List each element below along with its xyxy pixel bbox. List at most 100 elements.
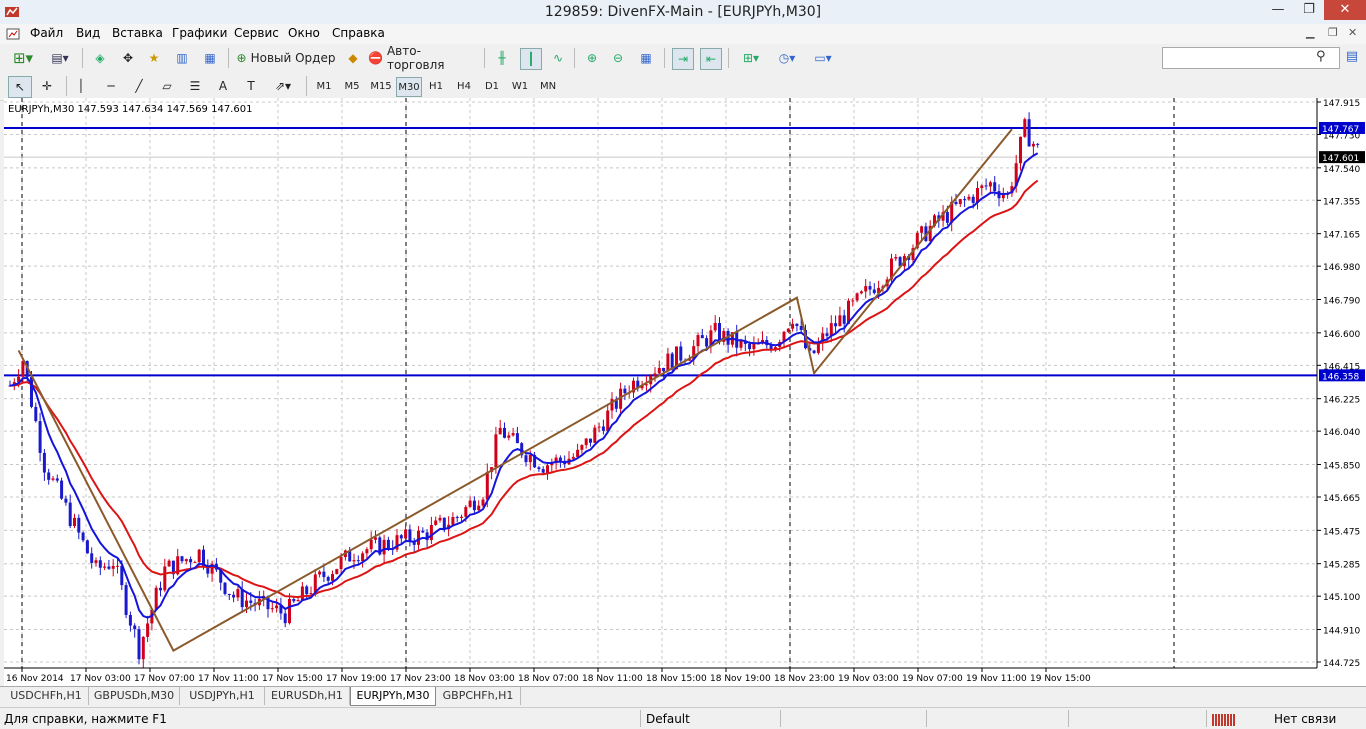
timeframe-m1[interactable]: M1	[316, 80, 332, 92]
navigator-icon[interactable]: ✥	[122, 51, 134, 65]
candle-body	[597, 426, 601, 428]
tile-windows-icon[interactable]: ▦	[640, 51, 652, 65]
time-label: 17 Nov 15:00	[262, 674, 323, 684]
tab-eurjpy[interactable]: EURJPYh,M30	[350, 687, 436, 706]
time-label: 17 Nov 07:00	[134, 674, 195, 684]
status-help: Для справки, нажмите F1	[4, 712, 167, 726]
candle-body	[713, 322, 717, 331]
candle-body	[980, 185, 984, 189]
new-order-button[interactable]: ⊕ Новый Ордер	[236, 51, 336, 65]
autoscroll-icon[interactable]: ⇥	[672, 48, 694, 70]
menu-charts[interactable]: Графики	[172, 26, 228, 40]
candle-body	[167, 560, 171, 567]
fibonacci-icon[interactable]: ☰	[189, 79, 201, 93]
timeframe-h1[interactable]: H1	[429, 80, 443, 92]
profiles-icon[interactable]: ▤▾	[51, 51, 69, 65]
candle-body	[503, 427, 506, 438]
candle-body	[485, 471, 489, 500]
equidistant-channel-icon[interactable]: ▱	[162, 79, 172, 93]
timeframe-d1[interactable]: D1	[484, 80, 500, 92]
candle-body	[1014, 163, 1018, 187]
time-label: 19 Nov 11:00	[966, 674, 1027, 684]
timeframe-m15[interactable]: M15	[370, 80, 392, 92]
chart-shift-icon[interactable]: ⇤	[700, 48, 722, 70]
time-label: 18 Nov 07:00	[518, 674, 579, 684]
trendline-icon[interactable]: ╱	[135, 79, 143, 93]
horizontal-line-icon[interactable]: ─	[107, 79, 115, 93]
candle-body	[438, 517, 442, 521]
candlestick-icon[interactable]: ┃	[520, 48, 542, 70]
timeframe-m5[interactable]: M5	[344, 80, 360, 92]
time-label: 18 Nov 23:00	[774, 674, 835, 684]
timeframe-mn[interactable]: MN	[539, 80, 557, 92]
arrows-icon[interactable]: ⇗▾	[274, 79, 292, 93]
line-chart-icon[interactable]: ∿	[552, 51, 564, 65]
cursor-icon[interactable]: ↖	[8, 76, 32, 98]
terminal-icon[interactable]: ★	[148, 51, 160, 65]
indicators-icon[interactable]: ⊞▾	[742, 51, 760, 65]
candle-body	[541, 469, 545, 473]
menu-file[interactable]: Файл	[30, 26, 64, 40]
tab-gbpchf[interactable]: GBPCHFh,H1	[436, 687, 521, 705]
candle-body	[210, 563, 214, 574]
candle-body	[687, 358, 691, 361]
search-icon[interactable]: ⚲	[1316, 49, 1326, 64]
search-input[interactable]	[1162, 47, 1340, 69]
candle-body	[124, 585, 128, 615]
candle-body	[606, 410, 610, 431]
timeframe-w1[interactable]: W1	[511, 80, 529, 92]
timeframe-h4[interactable]: H4	[457, 80, 471, 92]
price-label: 145.285	[1323, 561, 1360, 571]
maximize-button[interactable]: ❐	[1303, 2, 1315, 17]
candle-body	[386, 539, 390, 549]
zoom-out-icon[interactable]: ⊖	[612, 51, 624, 65]
minimize-button[interactable]: —	[1271, 2, 1285, 17]
templates-icon[interactable]: ▭▾	[814, 51, 832, 65]
close-button[interactable]: ✕	[1324, 0, 1366, 20]
child-minimize-icon[interactable]: ▁	[1306, 26, 1315, 39]
candle-body	[171, 560, 175, 575]
bar-chart-icon[interactable]: ╫	[498, 51, 506, 65]
new-chart-icon[interactable]: ⊞▾	[12, 49, 34, 67]
market-watch-icon[interactable]: ◈	[95, 51, 105, 65]
crosshair-icon[interactable]: ✛	[41, 79, 53, 93]
candle-body	[855, 293, 859, 301]
price-chart[interactable]: 147.915 147.730 147.540 147.355 147.165 146.9…	[4, 98, 1366, 686]
child-close-icon[interactable]: ✕	[1348, 26, 1358, 39]
chart-tabs: USDCHFh,H1 GBPUSDh,M30 USDJPYh,H1 EURUSD…	[0, 686, 1366, 707]
candle-body	[348, 550, 352, 562]
ma-slow-line	[9, 179, 1039, 599]
menu-help[interactable]: Справка	[332, 26, 385, 40]
periods-icon[interactable]: ◷▾	[778, 51, 796, 65]
tester-icon[interactable]: ▥	[176, 51, 188, 65]
candle-body	[197, 549, 201, 563]
child-restore-icon[interactable]: ❐	[1328, 26, 1338, 39]
candle-body	[8, 385, 12, 387]
candle-body	[120, 565, 124, 586]
community-icon[interactable]: ▤	[1345, 49, 1359, 64]
menu-tools[interactable]: Сервис	[234, 26, 279, 40]
menu-view[interactable]: Вид	[76, 26, 101, 40]
candle-body	[838, 315, 842, 327]
chart-window-icon[interactable]	[6, 27, 20, 41]
candle-body	[442, 517, 446, 530]
zoom-in-icon[interactable]: ⊕	[586, 51, 598, 65]
auto-trading-button[interactable]: ⛔ Авто-торговля	[368, 44, 445, 72]
tab-usdjpy[interactable]: USDJPYh,H1	[180, 687, 265, 705]
tab-usdchf[interactable]: USDCHFh,H1	[4, 687, 89, 705]
candle-body	[331, 573, 334, 581]
text-icon[interactable]: A	[218, 79, 228, 93]
metaeditor-icon[interactable]: ◆	[348, 51, 358, 65]
timeframe-m30[interactable]: M30	[396, 77, 422, 97]
hline-price-tag	[1319, 121, 1365, 134]
tab-eurusd[interactable]: EURUSDh,H1	[265, 687, 350, 705]
menu-insert[interactable]: Вставка	[112, 26, 163, 40]
data-window-icon[interactable]: ▦	[204, 51, 216, 65]
candle-body	[726, 330, 730, 345]
tab-gbpusd[interactable]: GBPUSDh,M30	[89, 687, 180, 705]
chart-window[interactable]: 147.915 147.730 147.540 147.355 147.165 146.9…	[4, 98, 1366, 686]
menu-window[interactable]: Окно	[288, 26, 320, 40]
text-label-icon[interactable]: T	[247, 79, 255, 93]
title-bar: 129859: DivenFX-Main - [EURJPYh,M30] — ❐…	[0, 0, 1366, 25]
vertical-line-icon[interactable]: │	[77, 79, 85, 93]
